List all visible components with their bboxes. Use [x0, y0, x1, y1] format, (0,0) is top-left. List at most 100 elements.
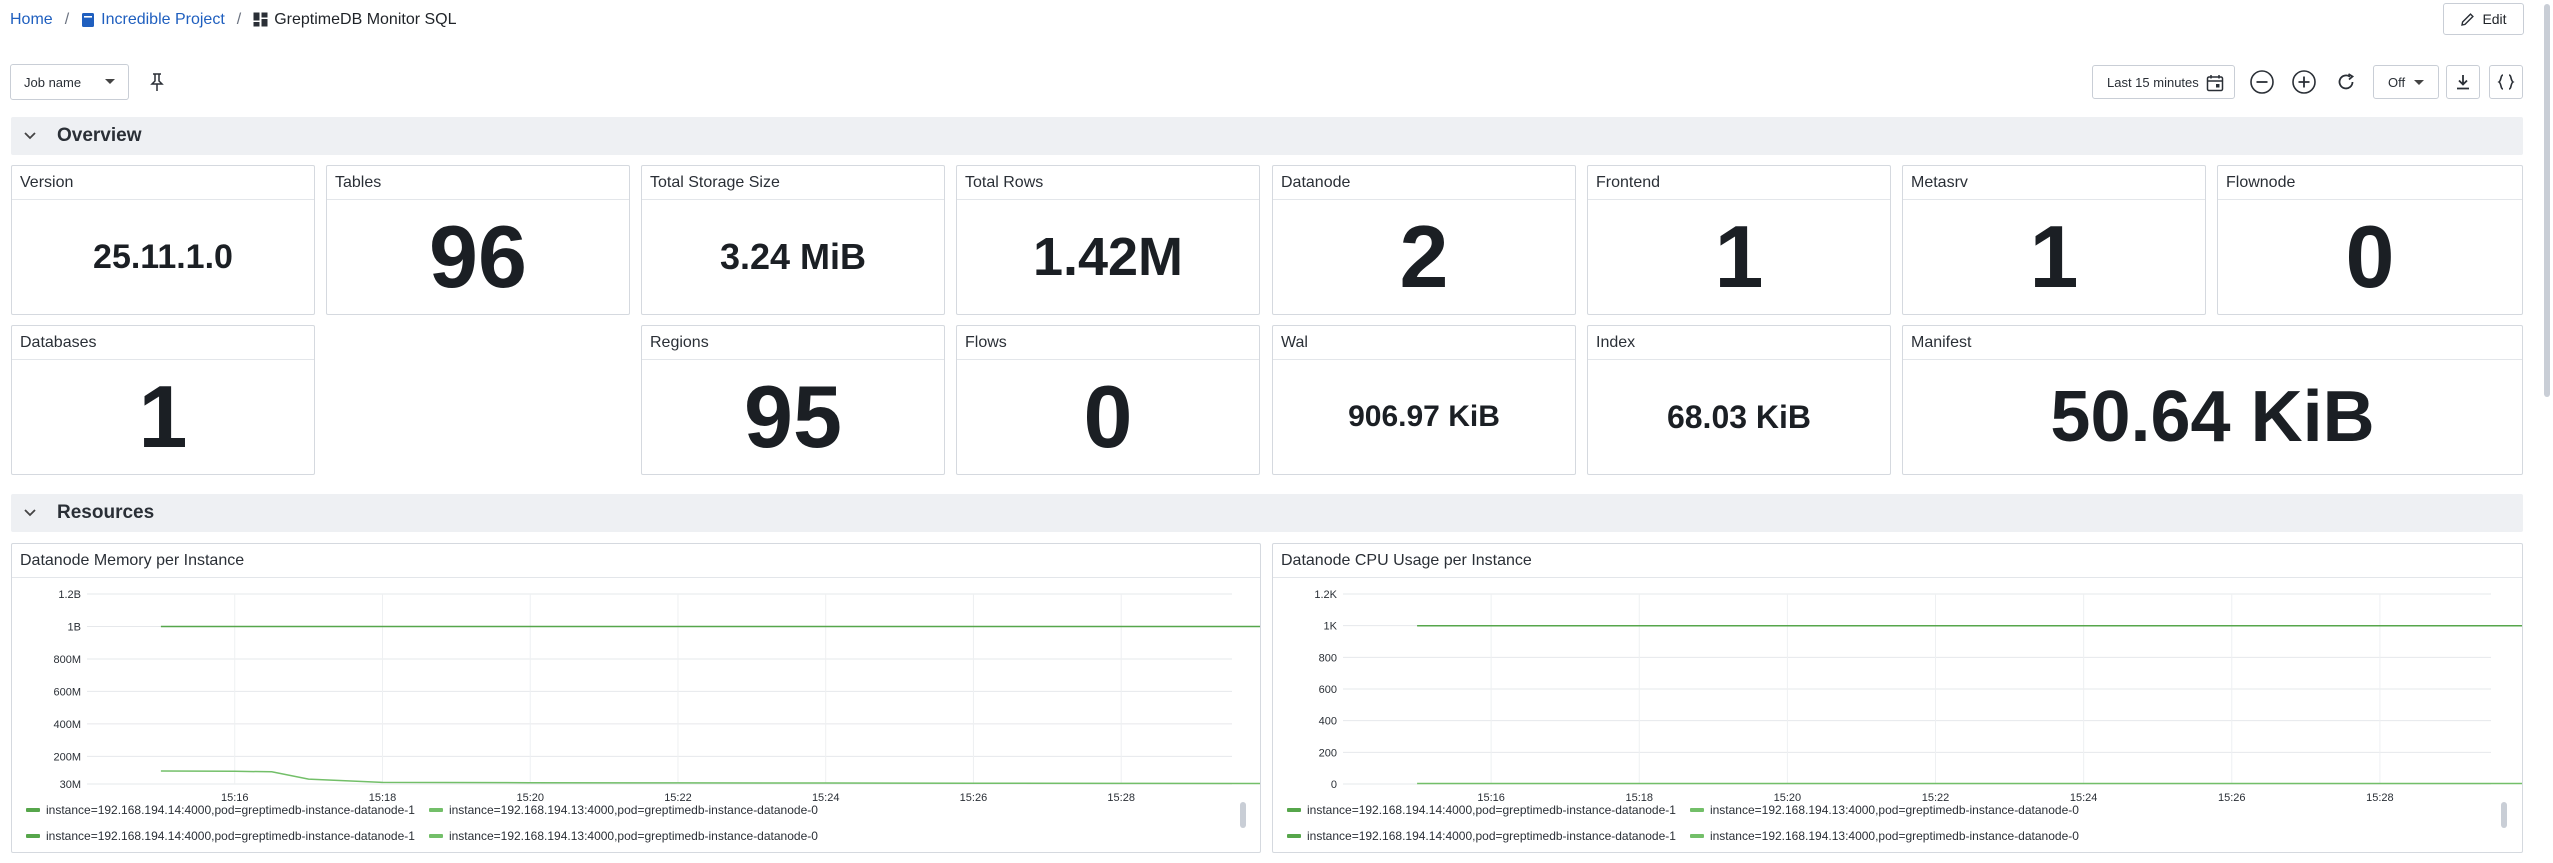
stat-panel-version[interactable]: Version 25.11.1.0: [11, 165, 315, 315]
legend-swatch: [26, 808, 40, 812]
x-tick-label: 15:26: [960, 792, 988, 804]
legend-label: instance=192.168.194.13:4000,pod=greptim…: [1709, 829, 2079, 843]
y-tick-label: 30M: [60, 779, 81, 791]
legend-swatch: [26, 834, 40, 838]
stat-panel-manifest[interactable]: Manifest 50.64 KiB: [1902, 325, 2523, 475]
legend-item[interactable]: instance=192.168.194.13:4000,pod=greptim…: [1689, 829, 2079, 843]
legend-label: instance=192.168.194.13:4000,pod=greptim…: [448, 803, 818, 817]
x-tick-label: 15:16: [221, 792, 249, 804]
stat-value: 68.03 KiB: [1666, 398, 1812, 435]
legend-swatch: [1287, 834, 1301, 838]
stat-panel-regions[interactable]: Regions 95: [641, 325, 945, 475]
legend-item[interactable]: instance=192.168.194.14:4000,pod=greptim…: [26, 829, 415, 843]
stat-panel-tables[interactable]: Tables 96: [326, 165, 630, 315]
legend-label: instance=192.168.194.14:4000,pod=greptim…: [1307, 829, 1676, 843]
chart-panel-memory[interactable]: Datanode Memory per Instance 1.2B 1B 800M 6…: [11, 543, 1261, 853]
calendar-icon: [2206, 75, 2224, 92]
legend-label: instance=192.168.194.14:4000,pod=greptim…: [46, 829, 415, 843]
panel-title: Regions: [642, 326, 944, 360]
chevron-down-icon: [2414, 80, 2424, 85]
legend-item[interactable]: instance=192.168.194.14:4000,pod=greptim…: [26, 803, 415, 817]
y-tick-label: 1B: [68, 621, 81, 633]
stat-panel-index[interactable]: Index 68.03 KiB: [1587, 325, 1891, 475]
json-icon: [2497, 74, 2515, 90]
panel-title: Tables: [327, 166, 629, 200]
dashboard-controls: Job name Last 15 minutes Off: [0, 62, 2553, 102]
stat-panel-frontend[interactable]: Frontend 1: [1587, 165, 1891, 315]
section-resources-label: Resources: [57, 502, 155, 523]
legend-item[interactable]: instance=192.168.194.14:4000,pod=greptim…: [1287, 803, 1676, 817]
legend-item[interactable]: instance=192.168.194.14:4000,pod=greptim…: [1287, 829, 1676, 843]
legend-label: instance=192.168.194.13:4000,pod=greptim…: [448, 829, 818, 843]
chart-panel-cpu[interactable]: Datanode CPU Usage per Instance 1.2K 1K 80…: [1272, 543, 2523, 853]
stat-panel-metasrv[interactable]: Metasrv 1: [1902, 165, 2206, 315]
breadcrumb-project[interactable]: Incredible Project: [81, 11, 225, 29]
panel-title: Version: [12, 166, 314, 200]
breadcrumb-project-label: Incredible Project: [101, 11, 225, 28]
download-button[interactable]: [2446, 65, 2480, 99]
refresh-interval-select[interactable]: Off: [2373, 65, 2439, 99]
section-resources[interactable]: Resources: [11, 494, 2523, 532]
y-tick-label: 1K: [1324, 621, 1338, 633]
chevron-down-icon: [105, 79, 115, 84]
stat-panel-databases[interactable]: Databases 1: [11, 325, 315, 475]
legend-swatch: [1689, 834, 1704, 838]
section-overview[interactable]: Overview: [11, 117, 2523, 155]
panel-title: Datanode CPU Usage per Instance: [1273, 544, 2522, 578]
stat-value: 50.64 KiB: [2050, 377, 2375, 457]
zoom-out-button[interactable]: [2245, 65, 2279, 99]
legend-swatch: [1287, 808, 1301, 812]
panel-title: Datanode: [1273, 166, 1575, 200]
legend-swatch: [428, 808, 443, 812]
edit-button[interactable]: Edit: [2443, 3, 2524, 35]
panel-title: Frontend: [1588, 166, 1890, 200]
zoom-in-button[interactable]: [2287, 65, 2321, 99]
stat-panel-flownode[interactable]: Flownode 0: [2217, 165, 2523, 315]
x-tick-label: 15:18: [1625, 792, 1653, 804]
legend-label: instance=192.168.194.14:4000,pod=greptim…: [46, 803, 415, 817]
y-tick-label: 400: [1319, 716, 1337, 728]
stat-panel-datanode[interactable]: Datanode 2: [1272, 165, 1576, 315]
legend-item[interactable]: instance=192.168.194.13:4000,pod=greptim…: [428, 829, 818, 843]
refresh-interval-label: Off: [2388, 74, 2406, 90]
pin-icon[interactable]: [150, 72, 164, 92]
x-tick-label: 15:22: [1922, 792, 1950, 804]
breadcrumb-home[interactable]: Home: [10, 11, 53, 28]
panel-title: Manifest: [1903, 326, 2522, 360]
chevron-down-icon: [24, 132, 36, 140]
legend-item[interactable]: instance=192.168.194.13:4000,pod=greptim…: [1689, 803, 2079, 817]
x-tick-label: 15:24: [2070, 792, 2098, 804]
breadcrumb-separator: /: [236, 11, 242, 28]
panel-title: Wal: [1273, 326, 1575, 360]
stat-panel-flows[interactable]: Flows 0: [956, 325, 1260, 475]
stat-panel-wal[interactable]: Wal 906.97 KiB: [1272, 325, 1576, 475]
panel-title: Metasrv: [1903, 166, 2205, 200]
cpu-chart: 1.2K 1K 800 600 400 200 0 15:16 15:18 15:20 15:22 1…: [1314, 589, 2522, 804]
download-icon: [2457, 75, 2469, 90]
x-tick-label: 15:24: [812, 792, 840, 804]
job-name-select[interactable]: Job name: [10, 64, 129, 100]
stat-panel-total-storage-size[interactable]: Total Storage Size 3.24 MiB: [641, 165, 945, 315]
json-view-button[interactable]: [2489, 65, 2523, 99]
series-line-1[interactable]: [160, 770, 1261, 785]
project-icon: [82, 12, 95, 27]
stat-value: 96: [429, 207, 527, 306]
panel-title: Flownode: [2218, 166, 2522, 200]
page-scrollbar[interactable]: [2544, 4, 2550, 397]
chart-legend: instance=192.168.194.14:4000,pod=greptim…: [26, 829, 832, 843]
x-tick-label: 15:20: [1774, 792, 1802, 804]
time-range-picker[interactable]: Last 15 minutes: [2092, 65, 2235, 99]
legend-item[interactable]: instance=192.168.194.13:4000,pod=greptim…: [428, 803, 818, 817]
y-tick-label: 600: [1319, 684, 1337, 696]
panel-title: Total Rows: [957, 166, 1259, 200]
job-name-select-label: Job name: [24, 74, 82, 90]
legend-scrollbar[interactable]: [1240, 802, 1246, 828]
stat-value: 3.24 MiB: [719, 236, 867, 277]
refresh-button[interactable]: [2329, 65, 2363, 99]
chart-legend: instance=192.168.194.14:4000,pod=greptim…: [26, 803, 832, 817]
panel-title: Flows: [957, 326, 1259, 360]
stat-value: 95: [744, 367, 842, 466]
stat-panel-total-rows[interactable]: Total Rows 1.42M: [956, 165, 1260, 315]
legend-scrollbar[interactable]: [2501, 802, 2507, 828]
y-tick-label: 200: [1319, 747, 1337, 759]
